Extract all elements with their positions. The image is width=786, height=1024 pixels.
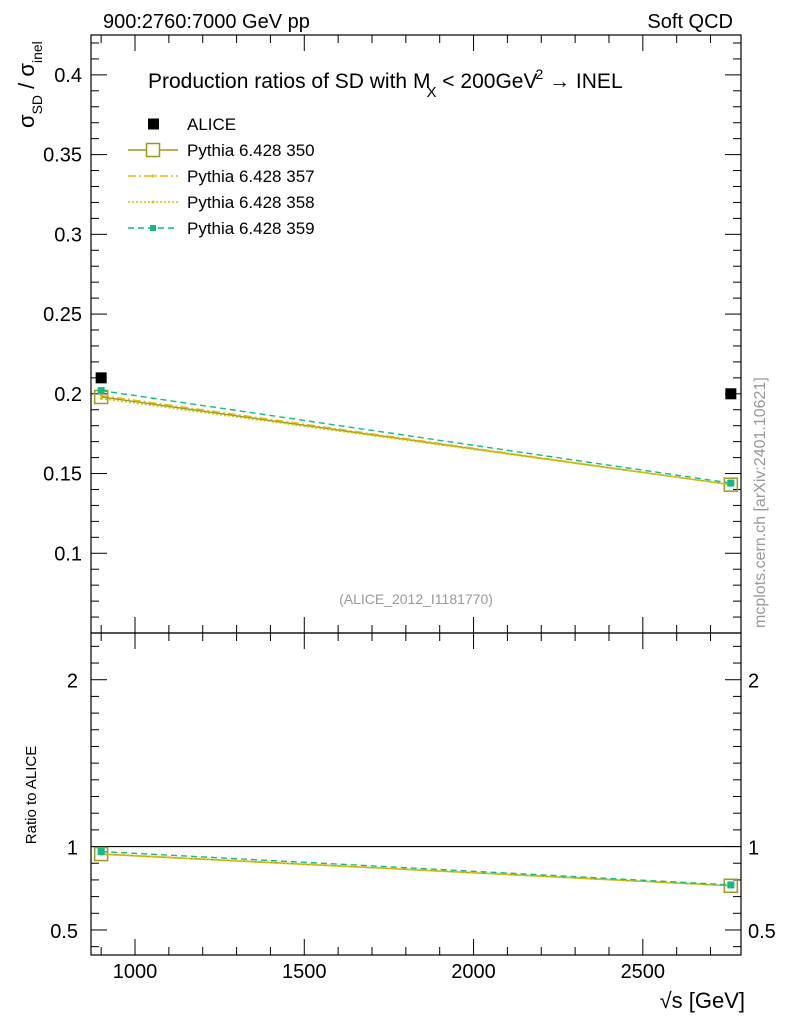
series-pythia-6-428-358: [99, 397, 733, 888]
main-series-line: [101, 389, 731, 484]
y-tick-label: 0.2: [54, 384, 82, 406]
ratio-series-line: [101, 853, 731, 887]
series-pythia-6-428-357: [99, 394, 733, 887]
legend-entry: ALICE: [148, 115, 236, 134]
series-alice: [95, 372, 737, 400]
series-pythia-6-428-359: [97, 387, 735, 889]
x-axis-label: √s [GeV]: [660, 988, 745, 1013]
ratio-y-tick-label-left: 0.5: [50, 921, 78, 943]
main-series-line: [101, 397, 731, 486]
x-tick-label: 2500: [621, 961, 666, 983]
legend-entry: Pythia 6.428 358: [128, 193, 315, 212]
chart-title-superscript: 2: [535, 66, 543, 82]
series-pythia-6-428-350: [93, 389, 739, 894]
chart-title: Production ratios of SD with MX < 200GeV…: [148, 66, 623, 101]
axis-tick-labels: 1000 1500 2000 2500 0.1 0.15 0.2 0.25 0.3 0.35 0.4…: [43, 65, 776, 983]
x-tick-label: 1500: [282, 961, 327, 983]
ratio-pythia-359-marker: [727, 881, 735, 889]
y-tick-label: 0.4: [54, 65, 82, 87]
ratio-y-tick-label-left: 1: [67, 838, 78, 860]
ratio-series-line: [101, 850, 731, 886]
legend-label: Pythia 6.428 350: [187, 141, 315, 160]
main-pythia-marker: [99, 394, 103, 397]
x-tick-label: 2000: [451, 961, 496, 983]
ratio-plot-frame: [90, 632, 742, 956]
legend-marker: [151, 174, 155, 178]
main-y-axis-label: σSD / σinel: [14, 41, 45, 128]
process-label: Soft QCD: [647, 11, 733, 33]
main-pythia-359-marker: [727, 479, 735, 487]
y-tick-label: 0.1: [54, 543, 82, 565]
legend: ALICE Pythia 6.428 350 Pythia 6.428 357 Pyt…: [128, 115, 315, 238]
legend-label: Pythia 6.428 357: [187, 167, 315, 186]
ratio-y-tick-label-right: 1: [748, 838, 759, 860]
legend-entry: Pythia 6.428 357: [128, 167, 315, 186]
legend-entry: Pythia 6.428 350: [128, 141, 315, 160]
legend-marker: [145, 142, 161, 158]
chart-title-rest: < 200GeV: [436, 70, 537, 93]
y-label-inel: inel: [29, 41, 45, 63]
y-label-separator: / σ: [14, 63, 39, 95]
legend-marker: [151, 200, 155, 204]
legend-alice-marker: [148, 118, 159, 130]
ratio-series-line: [101, 853, 731, 887]
legend-entry: Pythia 6.428 359: [128, 219, 315, 238]
legend-label: Pythia 6.428 359: [187, 219, 315, 238]
main-alice-point: [725, 388, 737, 400]
ratio-pythia-359-marker: [97, 848, 105, 856]
ratio-y-tick-label-right: 0.5: [748, 921, 776, 943]
main-pythia-350-marker: [723, 477, 739, 492]
chart-title-main: Production ratios of SD with M: [148, 70, 430, 93]
main-alice-point: [95, 372, 107, 384]
main-pythia-marker: [99, 397, 103, 400]
data-series: [93, 372, 739, 894]
watermark: mcplots.cern.ch [arXiv:2401.10621]: [752, 377, 769, 628]
legend-label: ALICE: [187, 115, 236, 134]
y-label-sigma: σ: [14, 114, 39, 128]
ratio-y-axis-label: Ratio to ALICE: [23, 746, 40, 844]
ratio-y-tick-label-left: 2: [67, 671, 78, 693]
chart-title-subscript: X: [426, 84, 436, 101]
energy-label: 900:2760:7000 GeV pp: [103, 11, 310, 33]
legend-label: Pythia 6.428 358: [187, 193, 315, 212]
y-tick-label: 0.35: [43, 145, 82, 167]
y-label-sd: SD: [29, 95, 45, 114]
legend-marker: [150, 225, 156, 231]
x-tick-label: 1000: [113, 961, 158, 983]
y-tick-label: 0.15: [43, 464, 82, 486]
y-tick-label: 0.3: [54, 224, 82, 246]
analysis-label: (ALICE_2012_I1181770): [339, 591, 493, 607]
ratio-y-tick-label-right: 2: [748, 671, 759, 693]
axis-ticks: [91, 35, 741, 955]
chart-title-end: → INEL: [543, 70, 622, 93]
y-tick-label: 0.25: [43, 304, 82, 326]
main-pythia-359-marker: [97, 387, 105, 395]
